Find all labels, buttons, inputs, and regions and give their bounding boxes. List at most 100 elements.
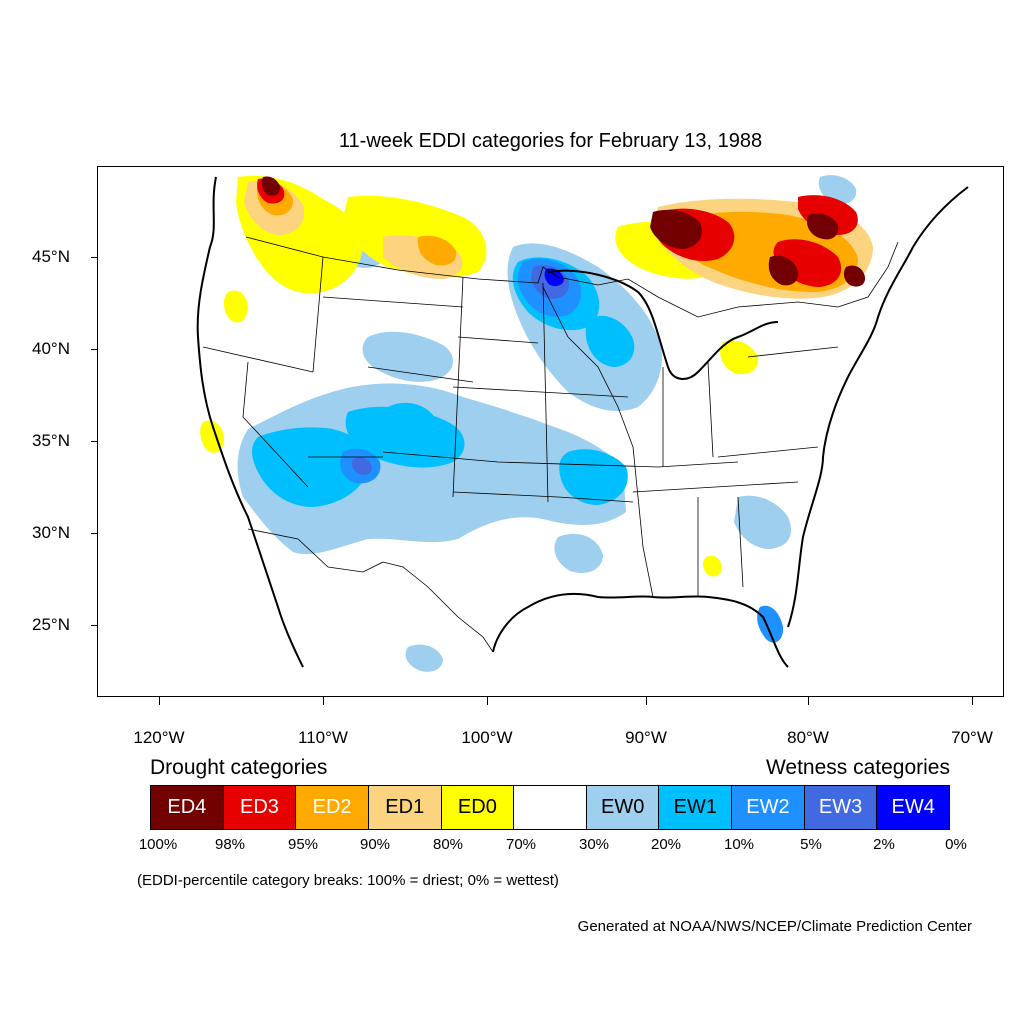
- legend-box-ew3: EW3: [804, 786, 878, 829]
- lat-tick-35: [91, 441, 97, 442]
- lat-tick-25: [91, 625, 97, 626]
- break-label: 100%: [138, 836, 178, 853]
- state-line-plains-mid: [542, 282, 549, 503]
- break-label: 70%: [505, 836, 537, 853]
- state-line-mississippi-river: [542, 286, 654, 598]
- ed0-patch-west-coast: [223, 290, 248, 323]
- lon-tick-110: [323, 697, 324, 705]
- break-label: 98%: [214, 836, 246, 853]
- legend-box-ed2: ED2: [296, 786, 369, 829]
- great-lakes-outline: [547, 269, 779, 380]
- category-legend: ED4 ED3 ED2 ED1 ED0 EW0 EW1 EW2 EW3 EW4: [150, 785, 950, 830]
- canada-border: [245, 236, 899, 318]
- pacific-coastline: [196, 176, 304, 668]
- state-line-georgia: [737, 496, 744, 588]
- map-panel: [97, 166, 1004, 697]
- state-line-tennessee: [632, 481, 799, 493]
- lat-label: 45°N: [32, 247, 70, 266]
- ew0-patch-rockies: [362, 331, 454, 382]
- break-label: 90%: [359, 836, 391, 853]
- ew0-patch-southeast: [734, 495, 792, 549]
- ed4-patch-upper-michigan: [650, 209, 703, 249]
- lon-tick-70: [972, 697, 973, 705]
- break-label: 0%: [945, 836, 967, 853]
- atlantic-coastline: [787, 186, 969, 628]
- lon-label: 120°W: [133, 728, 185, 747]
- lat-tick-40: [91, 349, 97, 350]
- ed0-patch-ohio: [720, 340, 759, 375]
- lat-label: 35°N: [32, 431, 70, 450]
- ed4-patch-new-york: [768, 255, 799, 286]
- ed2-patch-montana: [417, 235, 457, 266]
- state-line-pennsylvania: [747, 346, 839, 358]
- ew1-patch-southwest: [252, 427, 369, 507]
- break-label: 30%: [578, 836, 610, 853]
- state-line-ohio: [707, 361, 714, 458]
- lon-tick-120: [159, 697, 160, 705]
- legend-box-ed0: ED0: [441, 786, 515, 829]
- lat-tick-45: [91, 257, 97, 258]
- lon-tick-100: [487, 697, 488, 705]
- lon-label: 90°W: [625, 728, 667, 747]
- lon-tick-90: [646, 697, 647, 705]
- lat-label: 25°N: [32, 615, 70, 634]
- gulf-coastline: [492, 593, 789, 668]
- ew1-patch-ozarks: [559, 449, 628, 505]
- break-label: 20%: [650, 836, 682, 853]
- state-line-oregon-california: [202, 346, 314, 373]
- legend-box-normal: [514, 786, 587, 829]
- drought-categories-heading: Drought categories: [150, 756, 328, 779]
- state-line-idaho: [312, 256, 324, 373]
- break-label: 2%: [873, 836, 895, 853]
- legend-box-ed3: ED3: [223, 786, 297, 829]
- state-line-nebraska-kansas: [452, 386, 629, 398]
- lon-label: 110°W: [298, 728, 348, 747]
- coastlines: [196, 176, 969, 668]
- state-boundaries: [202, 236, 899, 653]
- break-label: 80%: [432, 836, 464, 853]
- lat-label: 40°N: [32, 339, 70, 358]
- lon-label: 80°W: [787, 728, 829, 747]
- ew4-patch-minnesota: [544, 268, 564, 287]
- ew0-patch-southwest: [237, 383, 627, 555]
- ew3-patch-arizona: [351, 457, 372, 475]
- lon-label: 100°W: [461, 728, 513, 747]
- ed4-patch-vermont: [806, 213, 839, 240]
- lon-label: 70°W: [951, 728, 993, 747]
- lat-label: 30°N: [32, 523, 70, 542]
- state-line-montana-wyoming: [322, 296, 464, 308]
- ew0-patch-texas-south: [405, 644, 443, 672]
- break-label: 10%: [723, 836, 755, 853]
- credit-line: Generated at NOAA/NWS/NCEP/Climate Predi…: [577, 918, 972, 935]
- ew1-patch-colorado: [384, 402, 435, 439]
- state-line-wyoming-colorado: [367, 366, 474, 383]
- map-canvas: [196, 175, 969, 672]
- legend-box-ew1: EW1: [659, 786, 733, 829]
- state-line-colorado-new-mexico: [382, 451, 739, 468]
- break-label: 5%: [800, 836, 822, 853]
- lat-tick-30: [91, 533, 97, 534]
- ew1-patch-wisconsin: [585, 315, 635, 367]
- ed0-patch-georgia: [703, 555, 722, 577]
- break-label: 95%: [287, 836, 319, 853]
- legend-box-ew2: EW2: [732, 786, 805, 829]
- category-patches: [200, 175, 873, 672]
- state-line-virginia-nc: [717, 446, 819, 458]
- ed4-patch-new-england-east: [843, 265, 866, 287]
- state-line-nevada: [242, 361, 309, 488]
- ew2-patch-florida: [757, 605, 784, 643]
- mexico-border: [247, 528, 494, 653]
- ed4-patch-northwest: [261, 176, 281, 196]
- category-breaks-note: (EDDI-percentile category breaks: 100% =…: [137, 872, 559, 889]
- map-title: 11-week EDDI categories for February 13,…: [338, 130, 763, 152]
- legend-box-ed4: ED4: [151, 786, 224, 829]
- legend-box-ew4: EW4: [877, 786, 950, 829]
- state-line-dakotas: [457, 336, 539, 344]
- state-line-oklahoma-texas: [452, 491, 634, 503]
- legend-box-ed1: ED1: [368, 786, 442, 829]
- wetness-categories-heading: Wetness categories: [765, 756, 950, 779]
- legend-box-ew0: EW0: [586, 786, 660, 829]
- state-line-wyoming-east: [452, 276, 464, 498]
- ew0-patch-mississippi: [554, 533, 603, 574]
